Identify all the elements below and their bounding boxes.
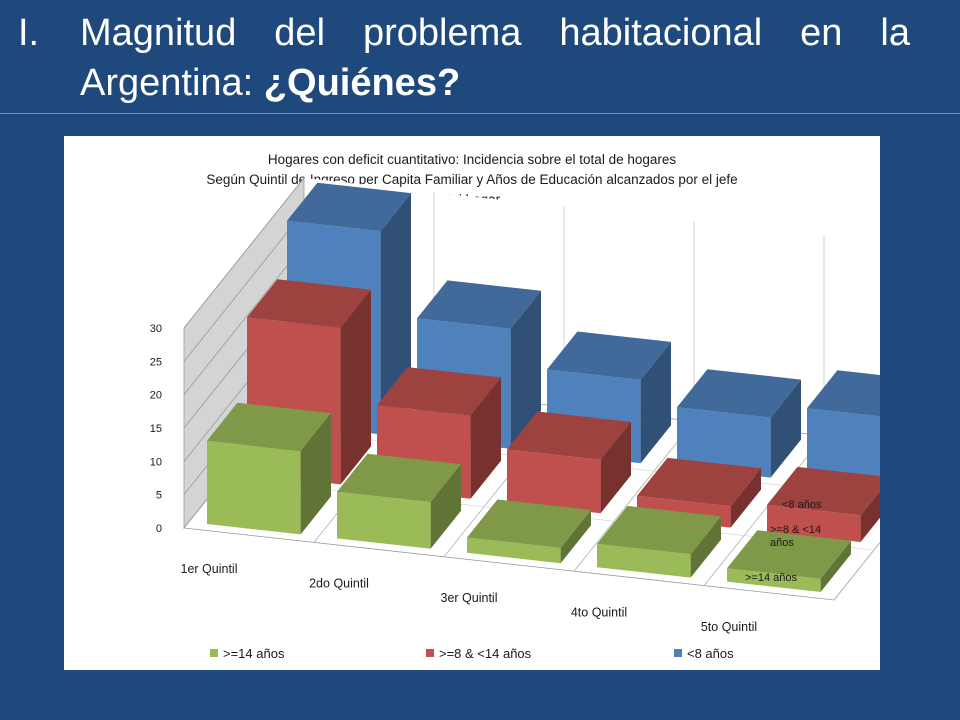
bar-top-0-3 [597, 505, 721, 555]
bar-side-0-1 [430, 464, 461, 549]
title-word: habitacional [559, 12, 763, 54]
title-line-2: Argentina: ¿Quiénes? [80, 58, 460, 108]
y-tick-label: 10 [150, 456, 162, 468]
y-tick-label: 0 [156, 523, 162, 535]
legend-swatch [426, 649, 434, 657]
bar-front-0-2 [467, 537, 561, 564]
bar-top-2-4 [807, 370, 880, 417]
bar-top-2-1 [417, 280, 541, 329]
bar-top-2-2 [547, 331, 671, 380]
bar-top-1-3 [637, 457, 761, 507]
title-number: I. [18, 12, 40, 54]
bar-side-2-1 [510, 290, 541, 449]
title-line2-normal: Argentina: [80, 62, 264, 104]
x-category-label: 5to Quintil [701, 620, 757, 634]
title-line-1: Magnitud del problema habitacional en la [80, 8, 910, 58]
floor-line [703, 435, 825, 586]
gridline [183, 211, 305, 362]
chart-container: Hogares con deficit cuantitativo: Incide… [64, 136, 880, 670]
bar-top-2-3 [677, 369, 801, 418]
bar-side-1-2 [600, 421, 631, 514]
title-divider [0, 113, 960, 114]
x-category-label: 3er Quintil [441, 591, 498, 605]
bar-top-1-0 [247, 279, 371, 328]
bar-side-2-3 [770, 379, 801, 478]
x-category-label: 4to Quintil [571, 605, 627, 619]
bar-side-0-3 [690, 516, 721, 578]
y-tick-label: 5 [156, 490, 162, 502]
title-line2-bold: ¿Quiénes? [263, 62, 461, 104]
bar-side-1-4 [860, 491, 880, 542]
bar-top-1-2 [507, 411, 631, 460]
y-tick-label: 20 [150, 390, 162, 402]
bar-front-0-0 [207, 440, 301, 535]
gridline [183, 177, 305, 329]
bar-front-1-2 [507, 449, 601, 514]
bar-side-1-3 [730, 468, 761, 528]
gridline [183, 244, 305, 395]
title-word: del [274, 12, 326, 54]
bar-top-0-0 [207, 402, 331, 452]
chart-title-line: Hogares con deficit cuantitativo: Incide… [268, 152, 676, 167]
bar-side-0-0 [300, 413, 331, 535]
bar-top-2-0 [287, 182, 411, 232]
bar-front-0-1 [337, 491, 431, 549]
y-tick-label: 25 [150, 356, 162, 368]
legend-swatch [210, 649, 218, 657]
bar-front-0-4 [727, 568, 821, 592]
x-category-label: 1er Quintil [181, 562, 238, 576]
y-tick-label: 15 [150, 423, 162, 435]
bar-side-1-0 [340, 289, 371, 485]
depth-axis-label: años [770, 537, 794, 549]
bar-side-0-2 [560, 509, 591, 564]
bar-top-0-1 [337, 453, 461, 503]
bar-front-2-4 [807, 408, 880, 490]
bar-front-1-4 [767, 504, 861, 542]
legend-swatch [674, 649, 682, 657]
bar-top-0-2 [467, 499, 591, 548]
bar-front-0-3 [597, 543, 691, 578]
bar-top-0-4 [727, 530, 851, 579]
bar-side-2-2 [640, 341, 671, 464]
y-tick-label: 30 [150, 323, 162, 335]
legend-label: <8 años [687, 646, 734, 661]
bar-chart-3d: Hogares con deficit cuantitativo: Incide… [150, 152, 880, 661]
title-word: Magnitud [80, 12, 237, 54]
bar-side-0-4 [820, 540, 851, 592]
title-word: la [880, 12, 910, 54]
bar-side-1-1 [470, 377, 501, 499]
title-word: problema [362, 12, 522, 54]
bar-front-2-3 [677, 407, 771, 478]
legend-label: >=14 años [223, 646, 285, 661]
depth-axis-label: <8 años [782, 499, 822, 511]
depth-axis-label: >=8 & <14 [770, 524, 821, 536]
x-category-label: 2do Quintil [309, 577, 369, 591]
chart-title-line: Según Quintil de Ingreso per Capita Fami… [206, 172, 737, 187]
bar-top-1-1 [377, 367, 501, 416]
floor-line [833, 541, 880, 601]
legend-label: >=8 & <14 años [439, 646, 532, 661]
bar-top-1-4 [767, 466, 880, 516]
floor-line [573, 420, 695, 572]
title-word: en [800, 12, 843, 54]
depth-axis-label: >=14 años [745, 572, 797, 584]
